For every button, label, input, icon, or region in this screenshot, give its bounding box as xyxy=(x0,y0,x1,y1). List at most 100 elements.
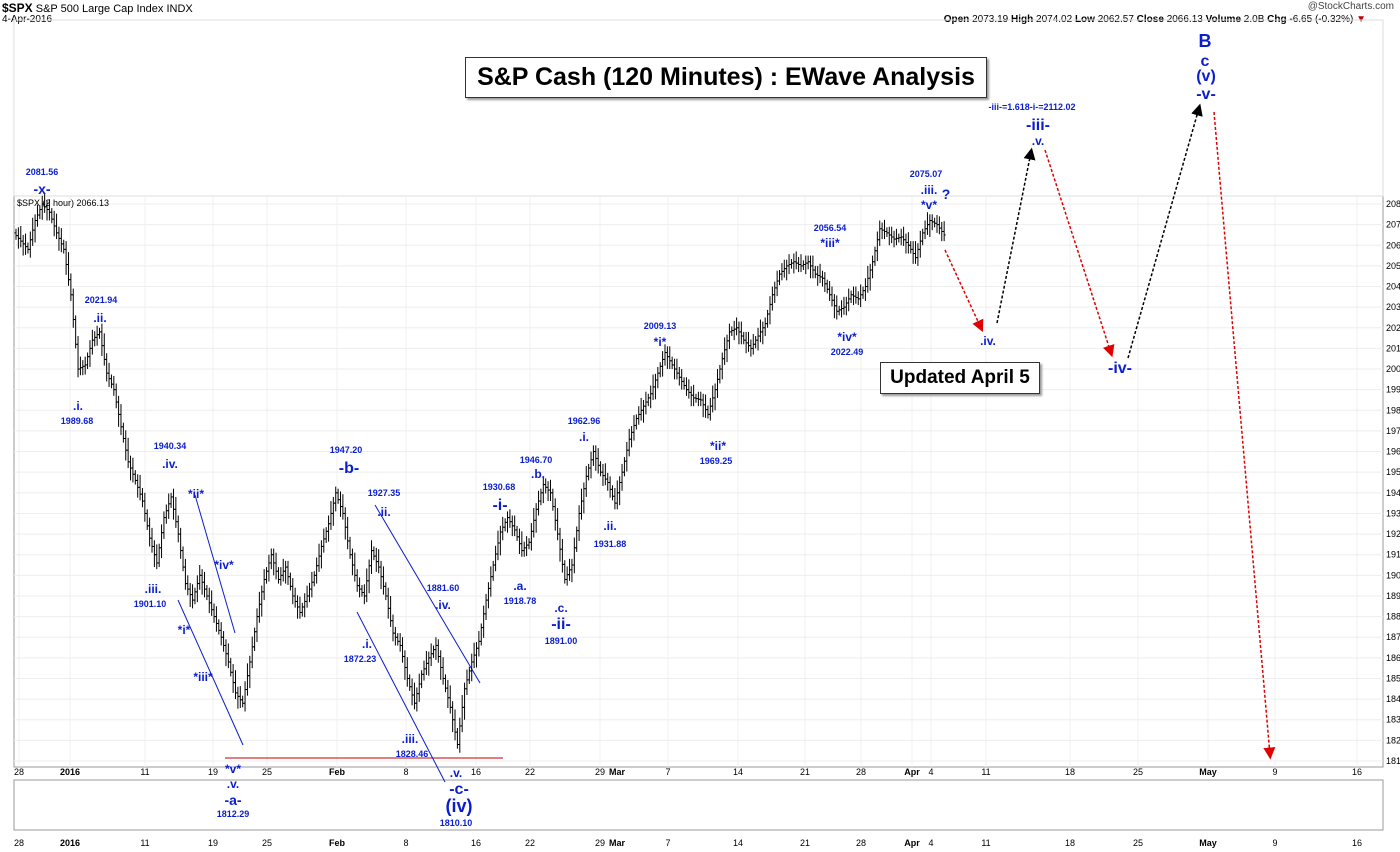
ohlc-bar xyxy=(358,577,362,598)
ohlc-bar xyxy=(341,494,345,520)
channel-line xyxy=(374,504,481,684)
wave-label: .iii. xyxy=(145,582,162,596)
ohlc-bar xyxy=(107,362,111,387)
ohlc-bar xyxy=(26,242,30,254)
ohlc-bar xyxy=(844,296,848,316)
ohlc-bar xyxy=(811,255,815,279)
wave-label: -i- xyxy=(492,497,507,514)
ohlc-bar xyxy=(207,587,211,614)
ohlc-bar xyxy=(904,233,908,254)
wave-label: *v* xyxy=(921,198,937,212)
ohlc-bar xyxy=(78,356,82,376)
ohlc-bar xyxy=(918,230,922,258)
ohlc-bar xyxy=(902,226,906,246)
ohlc-bar xyxy=(546,481,550,502)
ohlc-bar xyxy=(620,463,624,491)
ticker-symbol: $SPX xyxy=(2,1,33,15)
ohlc-bar xyxy=(603,463,607,486)
ohlc-bar xyxy=(367,559,371,594)
ohlc-bar xyxy=(630,426,634,448)
ohlc-bar xyxy=(284,560,288,584)
channel-line xyxy=(194,494,236,634)
ohlc-bar xyxy=(532,507,536,538)
ohlc-bar xyxy=(506,511,510,533)
ohlc-bar xyxy=(152,540,156,568)
y-tick-label: 1920 xyxy=(1386,529,1400,539)
ohlc-bar xyxy=(217,619,221,635)
ohlc-bar xyxy=(389,595,393,627)
wave-label: .ii. xyxy=(93,311,106,325)
y-tick-label: 1860 xyxy=(1386,653,1400,663)
wave-label: -v- xyxy=(1196,86,1216,103)
ohlc-bar xyxy=(883,219,887,240)
x-tick-label: May xyxy=(1199,838,1217,848)
ohlc-bar xyxy=(353,552,357,582)
ohlc-bar xyxy=(754,336,758,349)
ohlc-bar xyxy=(789,259,793,269)
wave-label: -b- xyxy=(339,460,359,477)
ohlc-bar xyxy=(517,528,521,555)
ohlc-bar xyxy=(86,352,90,370)
ohlc-bar xyxy=(298,596,302,619)
ohlc-bar xyxy=(372,546,376,561)
ohlc-bar xyxy=(171,488,175,520)
wave-label: 1940.34 xyxy=(154,441,187,451)
wave-label: 1931.88 xyxy=(594,539,627,549)
ohlc-bar xyxy=(205,584,209,601)
ohlc-bar xyxy=(327,515,331,542)
projection-arrow-down xyxy=(1044,149,1115,358)
ohlc-bar xyxy=(238,686,242,709)
ohlc-bar xyxy=(615,480,619,510)
ohlc-bar xyxy=(548,479,552,502)
ohlc-bar xyxy=(90,329,94,355)
x-tick-label: 2016 xyxy=(60,838,80,848)
ohlc-bar xyxy=(386,587,390,619)
ohlc-bar xyxy=(398,633,402,652)
ohlc-bar xyxy=(494,545,498,572)
ohlc-bar xyxy=(799,254,803,273)
ohlc-bar xyxy=(436,639,440,663)
y-tick-label: 1880 xyxy=(1386,612,1400,622)
ohlc-bar xyxy=(739,321,743,345)
wave-label: -iii- xyxy=(1026,117,1050,134)
ohlc-bar xyxy=(365,568,369,603)
ohlc-bar xyxy=(145,509,149,530)
x-tick-label: 9 xyxy=(1272,767,1277,777)
ohlc-bar xyxy=(167,493,171,519)
y-tick-label: 1970 xyxy=(1386,426,1400,436)
ohlc-bar xyxy=(634,414,638,430)
ohlc-bar xyxy=(720,352,724,380)
ohlc-bar xyxy=(534,503,538,533)
x-tick-label: Mar xyxy=(609,838,626,848)
x-tick-label: 8 xyxy=(403,767,408,777)
ohlc-bar xyxy=(322,528,326,553)
y-axis: 1810 1820 1830 1840 1850 1860 1870 1880 1890 1900… xyxy=(1386,199,1400,766)
wave-label: B xyxy=(1199,31,1212,51)
ohlc-bar xyxy=(148,517,152,547)
x-tick-label: Feb xyxy=(329,767,346,777)
wave-label: 1812.29 xyxy=(217,809,250,819)
ohlc-bar xyxy=(537,490,541,516)
ohlc-bar xyxy=(401,637,405,663)
ohlc-bar xyxy=(229,657,233,677)
projection-arrow-up xyxy=(1127,103,1203,359)
x-tick-label: 16 xyxy=(471,767,481,777)
ohlc-bar xyxy=(515,525,519,541)
y-tick-label: 1900 xyxy=(1386,570,1400,580)
ohlc-bar xyxy=(121,422,125,443)
x-tick-label: 21 xyxy=(800,838,810,848)
ohlc-bar xyxy=(768,296,772,325)
wave-label: *iii* xyxy=(193,670,213,684)
ohlc-bar xyxy=(589,451,593,479)
ohlc-bar xyxy=(136,474,140,498)
ohlc-bar xyxy=(257,591,261,623)
ohlc-bar xyxy=(62,239,66,254)
ohlc-bar xyxy=(183,558,187,590)
ohlc-bar xyxy=(19,226,23,248)
ohlc-bar xyxy=(677,366,681,386)
y-tick-label: 2080 xyxy=(1386,199,1400,209)
ohlc-bar xyxy=(680,369,684,390)
ohlc-bar xyxy=(885,227,889,238)
x-tick-label: 11 xyxy=(981,838,990,848)
ohlc-bar xyxy=(33,214,37,243)
